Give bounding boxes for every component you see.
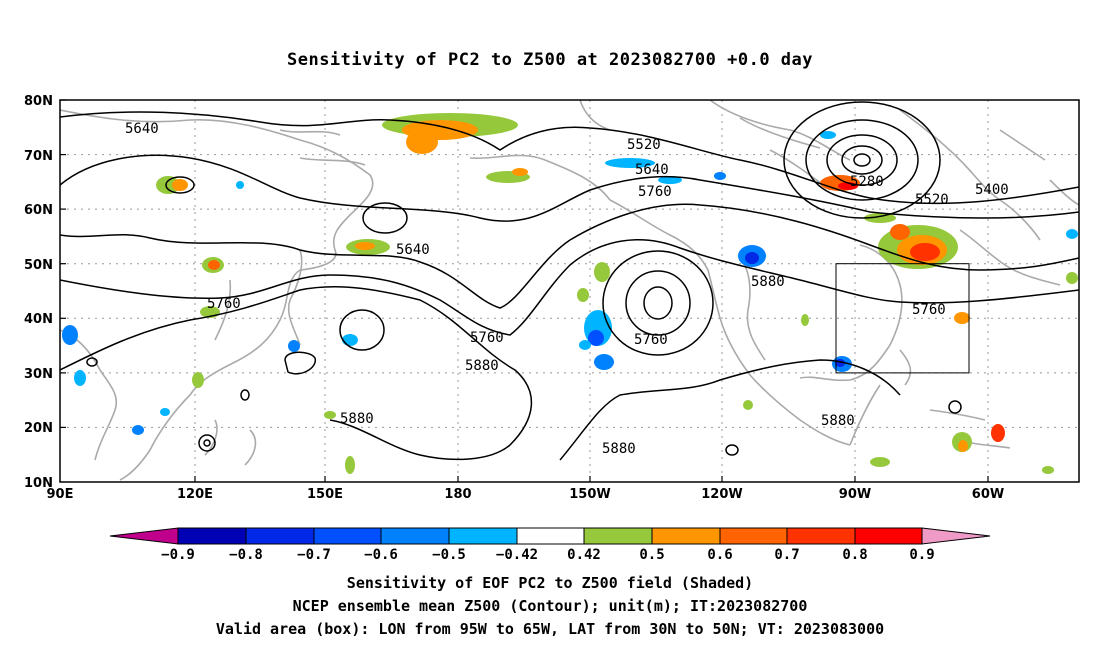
contour-label: 5760 xyxy=(634,332,668,348)
colorbar-swatch xyxy=(380,527,450,545)
colorbar-swatch xyxy=(786,527,856,545)
colorbar-tick: 0.9 xyxy=(909,547,934,563)
colorbar-swatch xyxy=(921,527,991,545)
lon-label: 120W xyxy=(701,487,742,502)
colorbar-tick: 0.6 xyxy=(707,547,732,563)
colorbar-swatch xyxy=(651,527,721,545)
map-frame xyxy=(59,99,1080,483)
contour-label: 5880 xyxy=(821,413,855,429)
contour-label: 5760 xyxy=(912,302,946,318)
colorbar-ticks: −0.9 −0.8 −0.7 −0.6 −0.5 −0.42 0.42 0.5 … xyxy=(161,547,935,563)
colorbar-tick: −0.9 xyxy=(161,547,195,563)
lat-label: 20N xyxy=(24,421,53,436)
colorbar-swatch xyxy=(583,527,653,545)
lat-label: 10N xyxy=(24,476,53,491)
colorbar xyxy=(109,527,991,545)
lon-axis: 90E 120E 150E 180 150W 120W 90W 60W xyxy=(47,487,1005,502)
colorbar-swatch xyxy=(245,527,315,545)
colorbar-tick: −0.5 xyxy=(432,547,466,563)
colorbar-tick: 0.8 xyxy=(842,547,867,563)
contour-label: 5520 xyxy=(627,137,661,153)
contour-label: 5760 xyxy=(638,184,672,200)
caption-line-2: NCEP ensemble mean Z500 (Contour); unit(… xyxy=(292,597,808,615)
lat-label: 40N xyxy=(24,312,53,327)
chart-title: Sensitivity of PC2 to Z500 at 2023082700… xyxy=(286,50,813,70)
contour-label: 5880 xyxy=(602,441,636,457)
colorbar-tick: −0.7 xyxy=(297,547,331,563)
colorbar-tick: 0.42 xyxy=(567,547,601,563)
lat-label: 80N xyxy=(24,94,53,109)
axis-ticks xyxy=(60,99,989,482)
contour-label: 5280 xyxy=(850,174,884,190)
colorbar-swatch xyxy=(516,527,585,545)
contour-label: 5880 xyxy=(465,358,499,374)
colorbar-swatch xyxy=(177,527,247,545)
lat-label: 30N xyxy=(24,367,53,382)
lat-axis: 80N 70N 60N 50N 40N 30N 20N 10N xyxy=(24,94,53,491)
caption-line-3: Valid area (box): LON from 95W to 65W, L… xyxy=(215,620,885,638)
contour-label: 5640 xyxy=(396,242,430,258)
contour-label: 5520 xyxy=(915,192,949,208)
contour-label: 5640 xyxy=(635,162,669,178)
lat-label: 60N xyxy=(24,203,53,218)
lon-label: 90W xyxy=(839,487,871,502)
colorbar-swatch xyxy=(854,527,923,545)
contour-label: 5760 xyxy=(470,330,504,346)
colorbar-swatch xyxy=(448,527,518,545)
contour-label: 5640 xyxy=(125,121,159,137)
map-panel xyxy=(60,100,1079,482)
lon-label: 180 xyxy=(444,487,471,502)
contour-label: 5760 xyxy=(207,296,241,312)
colorbar-tick: −0.6 xyxy=(364,547,398,563)
colorbar-tick: −0.8 xyxy=(229,547,263,563)
lon-label: 150E xyxy=(307,487,343,502)
contour-label: 5880 xyxy=(751,274,785,290)
lon-label: 150W xyxy=(569,487,610,502)
lat-label: 70N xyxy=(24,149,53,164)
lat-label: 50N xyxy=(24,258,53,273)
caption-line-1: Sensitivity of EOF PC2 to Z500 field (Sh… xyxy=(346,574,754,592)
lon-label: 60W xyxy=(972,487,1004,502)
contour-label: 5880 xyxy=(340,411,374,427)
colorbar-swatch xyxy=(313,527,382,545)
lon-label: 90E xyxy=(47,487,74,502)
colorbar-swatch xyxy=(109,527,179,545)
sensitivity-shading xyxy=(62,113,1078,474)
contour-label: 5400 xyxy=(975,182,1009,198)
colorbar-swatch xyxy=(719,527,788,545)
valid-area-box xyxy=(835,263,970,374)
colorbar-tick: −0.42 xyxy=(496,547,538,563)
lon-label: 120E xyxy=(177,487,213,502)
contour-labels: 5640 5520 5640 5760 5280 5400 5520 5640 … xyxy=(125,121,1009,457)
z500-contours xyxy=(60,101,1079,461)
colorbar-tick: 0.7 xyxy=(774,547,799,563)
gridlines xyxy=(60,100,1079,482)
colorbar-tick: 0.5 xyxy=(639,547,664,563)
